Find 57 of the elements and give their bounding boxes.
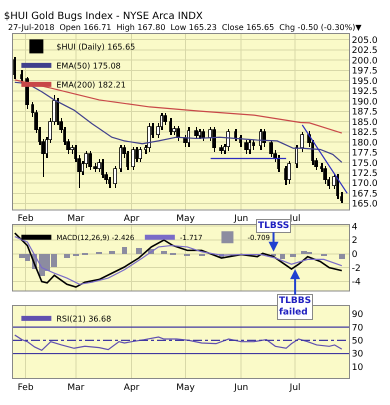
y-tick-label: 192.5	[352, 87, 378, 98]
y-tick-label: 30	[352, 350, 364, 360]
bar	[136, 248, 142, 254]
y-tick-label: 170.0	[352, 179, 378, 190]
bar	[280, 254, 285, 259]
y-tick-label: 185.0	[352, 118, 378, 128]
legend-label: $HUI (Daily) 165.65	[56, 42, 136, 52]
y-tick-label: 197.5	[352, 66, 378, 77]
y-tick-label: 4	[352, 222, 358, 232]
y-tick-label: 90	[352, 310, 364, 320]
y-tick-label: 205.0	[352, 36, 378, 46]
x-tick-label: Apr	[124, 382, 140, 393]
x-tick-label: Mar	[67, 382, 85, 393]
y-tick-label: 190.0	[352, 97, 378, 108]
y-tick-label: 175.0	[352, 158, 378, 169]
y-tick-label: 182.5	[352, 128, 378, 138]
y-tick-label: 165.0	[352, 200, 378, 210]
x-tick-label: May	[176, 214, 196, 224]
x-tick-label: Feb	[18, 214, 34, 224]
y-tick-label: 180.0	[352, 138, 378, 148]
bar	[161, 250, 167, 254]
y-tick-label: -4	[352, 278, 362, 288]
line-series	[14, 82, 342, 163]
y-tick-label: 2	[352, 236, 358, 246]
bar	[64, 254, 70, 258]
bar	[122, 246, 127, 254]
y-tick-label: 200.0	[352, 56, 378, 66]
y-tick-label: 177.5	[352, 148, 378, 159]
x-tick-label: Apr	[124, 214, 140, 224]
x-tick-label: Feb	[18, 382, 34, 393]
x-tick-label: Mar	[67, 214, 85, 224]
y-tick-label: 167.5	[352, 189, 378, 200]
bar	[109, 250, 115, 254]
y-tick-label: 172.5	[352, 169, 378, 179]
x-tick-label: Jul	[288, 382, 301, 393]
legend-label: EMA(50) 175.08	[56, 62, 121, 71]
x-tick-label: Jun	[233, 214, 248, 224]
chart-title: $HUI Gold Bugs Index - NYSE Arca INDX	[4, 11, 203, 22]
y-tick-label: 70	[352, 323, 364, 334]
x-tick-label: May	[176, 382, 196, 393]
legend-label: EMA(200) 182.21	[56, 80, 126, 90]
line-series	[14, 79, 342, 134]
y-tick-label: 202.5	[352, 46, 378, 56]
bar	[339, 254, 345, 259]
line-series	[14, 334, 342, 351]
chart-subtitle: 27-Jul-2018 Open 166.71 High 167.80 Low 165.23 Close 165.65 Chg -0.50 (-0.30%)▼	[8, 23, 362, 32]
y-tick-label: 195.0	[352, 76, 378, 87]
y-tick-label: 187.5	[352, 108, 378, 118]
y-tick-label: 50	[352, 336, 364, 346]
annotation: TLBSS	[258, 221, 290, 231]
legend-label: RSI(21) 36.68	[56, 314, 112, 324]
y-tick-label: 0	[352, 250, 358, 260]
annotation: TLBBS failed	[279, 296, 312, 318]
bar	[290, 254, 296, 257]
y-tick-label: -2	[352, 264, 361, 274]
x-tick-label: Jun	[233, 382, 248, 393]
y-tick-label: 10	[352, 362, 364, 373]
